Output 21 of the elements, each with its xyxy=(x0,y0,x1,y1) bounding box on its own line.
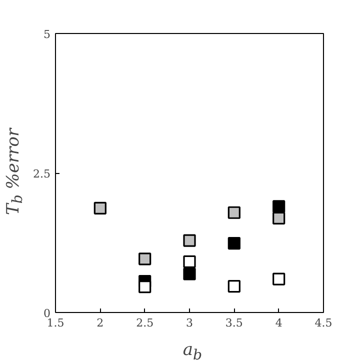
point xyxy=(228,206,240,219)
point xyxy=(138,280,152,294)
point xyxy=(94,202,106,214)
point xyxy=(228,237,240,250)
y-tick-label: 2.5 xyxy=(33,168,51,180)
point xyxy=(138,252,152,266)
point xyxy=(272,200,286,213)
point xyxy=(228,280,240,293)
x-axis-title: a$_{b}$ xyxy=(182,339,202,361)
y-tick-label: 5 xyxy=(44,28,50,41)
point xyxy=(183,255,196,268)
x-tick-label: 3 xyxy=(186,316,193,330)
x-tick-label: 2.5 xyxy=(136,316,154,330)
x-tick-label: 4.5 xyxy=(314,316,332,330)
x-tick-label: 4 xyxy=(275,316,282,330)
point xyxy=(272,272,286,286)
point xyxy=(272,212,286,224)
x-tick-label: 2 xyxy=(96,316,104,330)
x-tick-label: 3.5 xyxy=(225,316,243,330)
point xyxy=(183,234,196,247)
point xyxy=(183,268,196,280)
